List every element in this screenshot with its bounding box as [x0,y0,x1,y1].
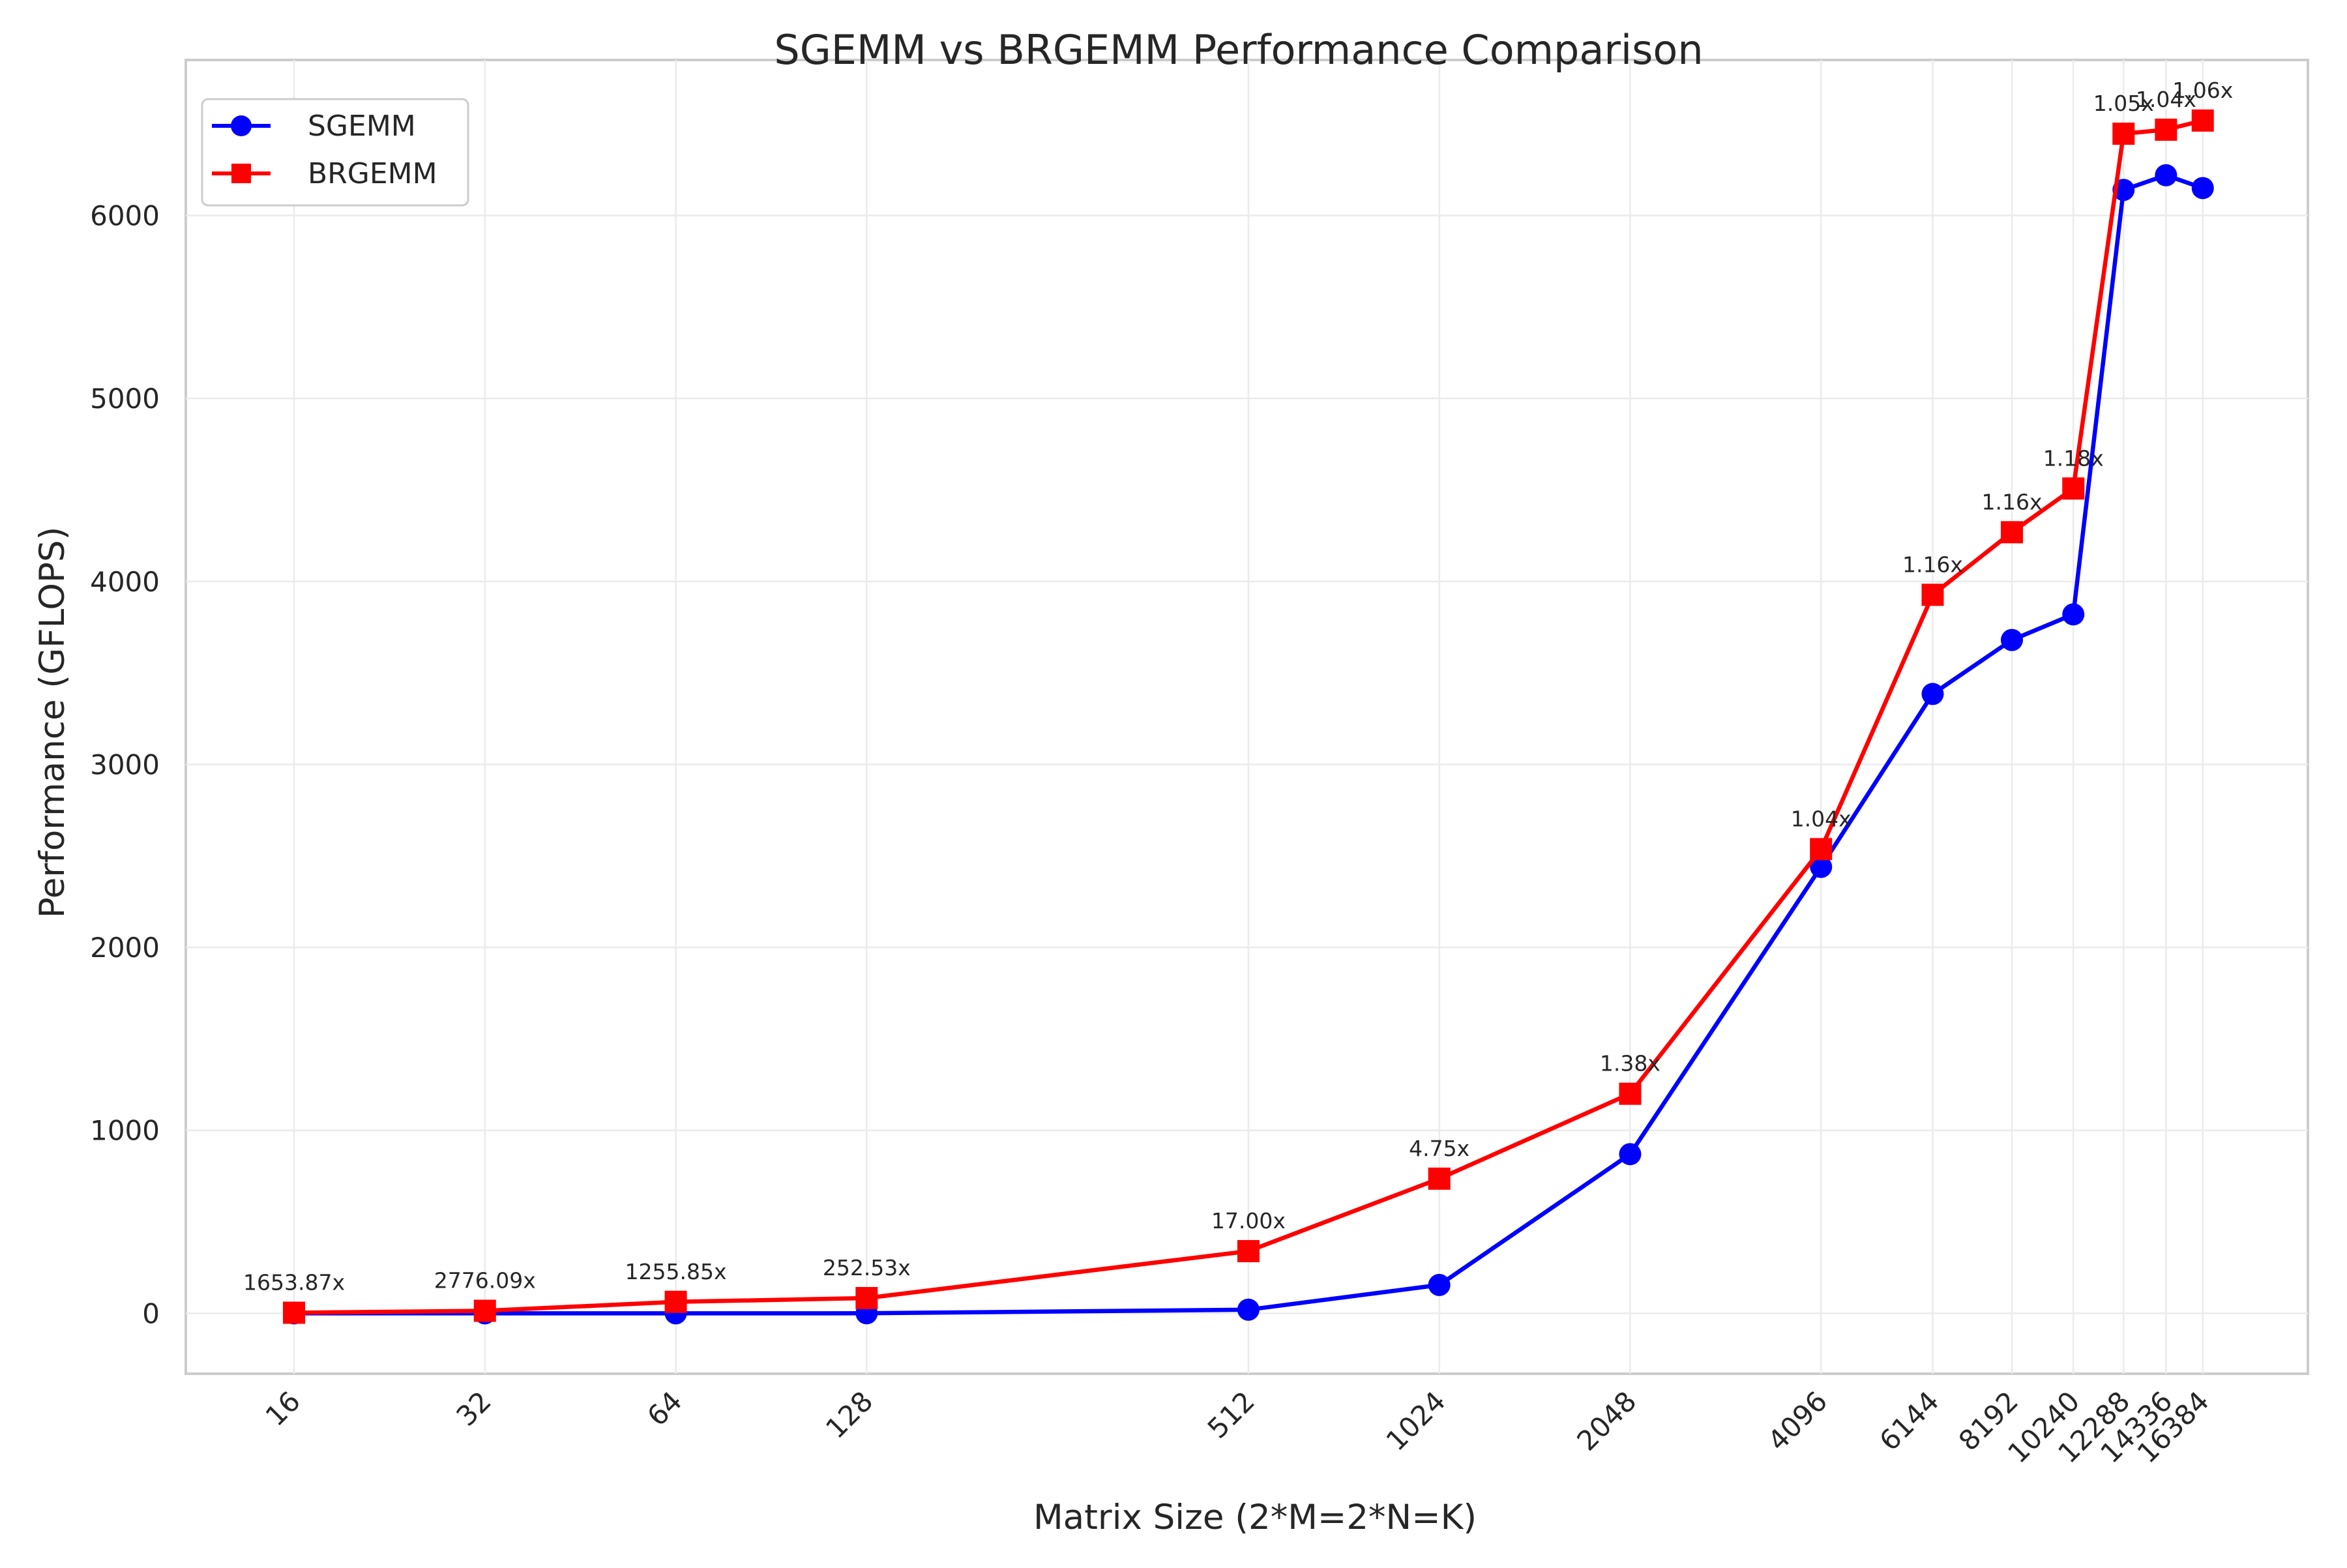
x-tick-label: 1024 [1380,1385,1451,1457]
data-point-sgemm [2191,177,2214,200]
speedup-label: 2776.09x [434,1267,536,1293]
legend-marker-sgemm [231,115,252,136]
data-point-sgemm [2062,603,2085,626]
speedup-label: 1255.85x [625,1259,727,1284]
data-point-brgemm [2000,521,2023,544]
x-tick-label: 6144 [1873,1385,1945,1457]
series-line-sgemm [294,173,2204,1316]
data-point-sgemm [2000,629,2023,651]
x-tick-label: 128 [819,1385,879,1444]
data-point-sgemm [1619,1143,1642,1166]
speedup-label: 1653.87x [243,1269,345,1295]
x-tick-label: 2048 [1571,1385,1642,1457]
data-point-brgemm [1237,1239,1260,1262]
data-point-sgemm [1237,1298,1260,1321]
plot-background [185,59,2309,1375]
series-line-brgemm [293,118,2204,1315]
legend-label-brgemm: BRGEMM [308,157,437,190]
x-axis-label: Matrix Size (2*M=2*N=K) [1033,1498,1477,1537]
speedup-label: 1.06x [2172,78,2233,103]
y-tick-label: 6000 [90,200,160,232]
x-tick-label: 64 [641,1385,688,1432]
x-axis-ticks: 16 32 64 128 512 1024 2048 4096 6144 819210240122… [259,1385,2215,1469]
speedup-label: 1.38x [1600,1051,1661,1076]
speedup-label: 4.75x [1409,1136,1469,1161]
speedup-label: 1.16x [1981,489,2042,514]
y-axis-ticks: 0 1000 2000 3000 4000 5000 6000 [90,200,160,1330]
data-point-brgemm [2191,109,2214,132]
speedup-annotations: 1653.87x 2776.09x 1255.85x 252.53x 17.00x 4.7… [243,78,2233,1295]
x-tick-label: 4096 [1762,1385,1833,1457]
data-point-brgemm [283,1301,306,1324]
series-layer [283,109,2214,1325]
legend-label-sgemm: SGEMM [308,110,416,143]
x-tick-label: 512 [1202,1385,1261,1444]
data-point-brgemm [1810,838,1833,861]
data-point-sgemm [2155,164,2177,186]
y-tick-label: 0 [142,1297,160,1329]
y-tick-label: 1000 [90,1115,160,1147]
data-point-brgemm [2155,118,2177,141]
data-point-sgemm [1810,855,1833,878]
data-point-brgemm [473,1299,496,1322]
x-tick-label: 16 [259,1385,306,1432]
data-point-brgemm [664,1290,687,1313]
legend: SGEMM BRGEMM [201,98,469,207]
speedup-label: 1.16x [1902,552,1963,577]
data-point-brgemm [1921,584,1944,606]
data-point-sgemm [1921,683,1944,705]
y-tick-label: 2000 [90,932,160,964]
speedup-label: 17.00x [1211,1208,1286,1234]
data-point-brgemm [2062,477,2085,500]
speedup-label: 1.18x [2043,445,2104,471]
x-tick-label: 32 [450,1385,497,1432]
data-point-brgemm [1619,1082,1642,1105]
legend-marker-brgemm [231,164,251,183]
speedup-label: 1.05x [2093,91,2154,116]
speedup-label: 252.53x [823,1255,911,1280]
chart-title: SGEMM vs BRGEMM Performance Comparison [774,26,1703,74]
y-tick-label: 5000 [90,383,160,415]
data-point-brgemm [2112,123,2135,145]
data-point-brgemm [855,1287,878,1310]
data-point-brgemm [1428,1167,1451,1190]
y-tick-label: 4000 [90,566,160,598]
speedup-label: 1.04x [1791,806,1852,831]
speedup-label: 1.04x [2136,87,2196,112]
y-axis-label: Performance (GFLOPS) [33,527,72,919]
data-point-sgemm [1428,1273,1451,1296]
y-tick-label: 3000 [90,748,160,780]
